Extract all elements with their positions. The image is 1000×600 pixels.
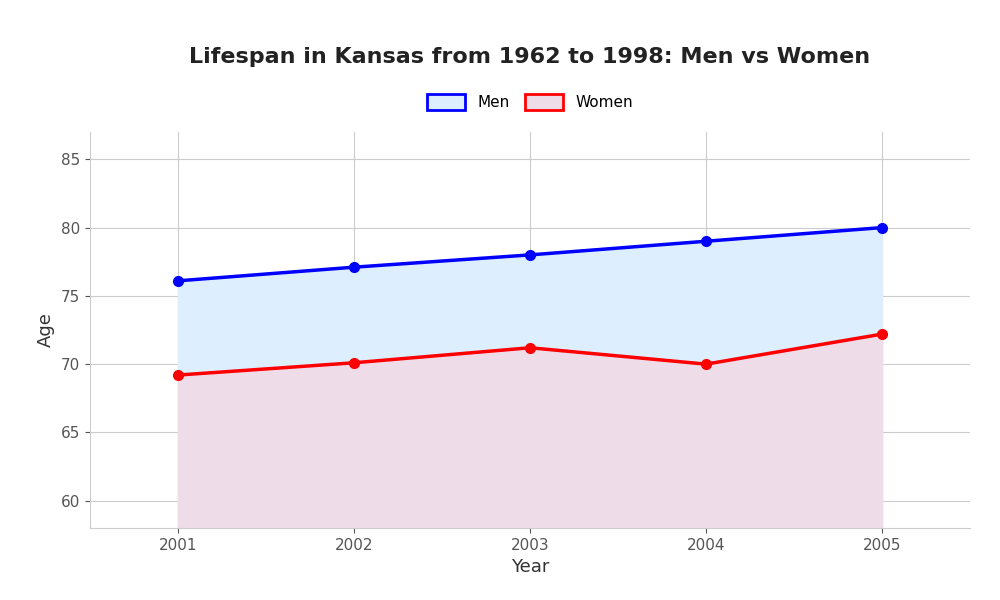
Men <box>700 238 712 245</box>
Women <box>876 331 888 338</box>
Men <box>172 277 184 284</box>
Men <box>524 251 536 259</box>
Legend: Men, Women: Men, Women <box>421 88 639 116</box>
Women <box>524 344 536 352</box>
Women <box>348 359 360 367</box>
Line: Women: Women <box>173 329 887 380</box>
Men <box>348 263 360 271</box>
X-axis label: Year: Year <box>511 558 549 576</box>
Title: Lifespan in Kansas from 1962 to 1998: Men vs Women: Lifespan in Kansas from 1962 to 1998: Me… <box>189 47 871 67</box>
Men <box>876 224 888 231</box>
Line: Men: Men <box>173 223 887 286</box>
Women <box>700 361 712 368</box>
Y-axis label: Age: Age <box>37 313 55 347</box>
Women <box>172 371 184 379</box>
